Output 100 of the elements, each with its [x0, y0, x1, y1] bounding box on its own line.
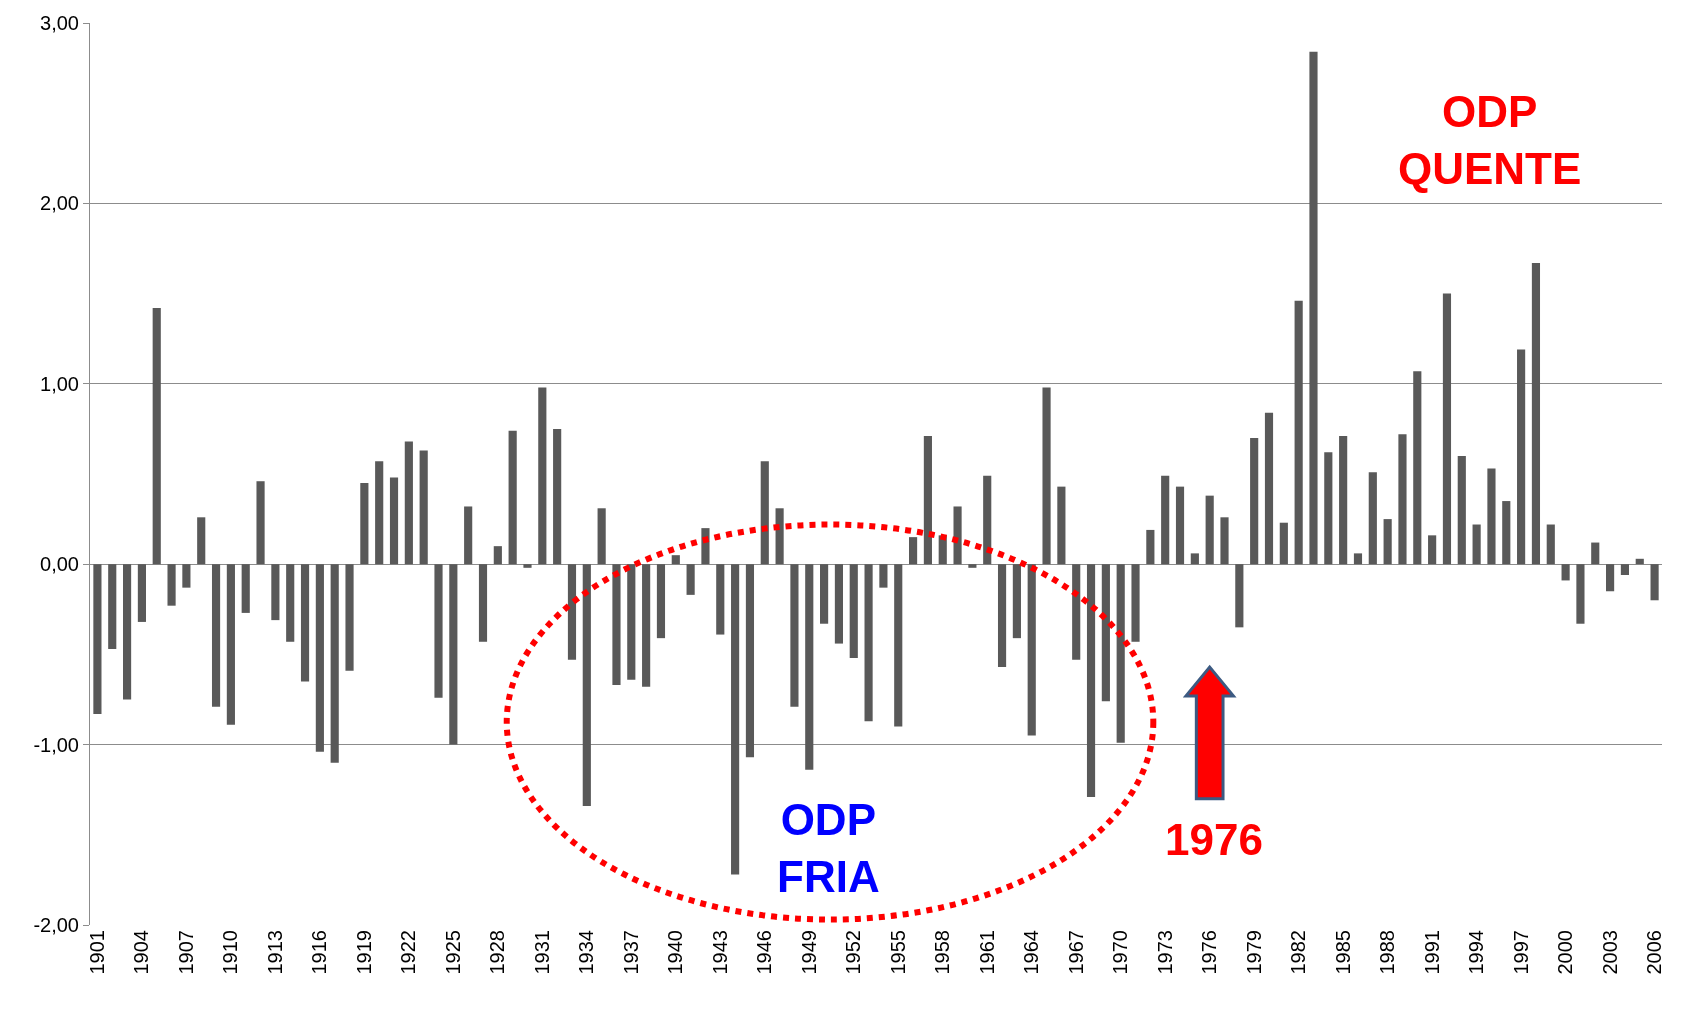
x-tick-label: 1958 — [931, 930, 954, 975]
bar — [834, 564, 843, 644]
bar — [1561, 564, 1570, 581]
x-tick-label: 1907 — [174, 930, 197, 975]
x-tick-label: 1961 — [975, 930, 998, 975]
bar — [894, 564, 903, 727]
x-tick-label: 1931 — [530, 930, 553, 975]
bar — [1116, 564, 1125, 743]
annotation: ODP QUENTE — [1398, 87, 1582, 194]
bar — [1235, 564, 1244, 628]
x-tick-label: 1949 — [797, 930, 820, 975]
x-tick-label: 1997 — [1509, 930, 1532, 975]
bar — [1086, 564, 1096, 797]
y-tick-label: -2,00 — [33, 914, 79, 936]
bar — [1264, 412, 1274, 565]
bar — [567, 564, 577, 660]
bar — [419, 450, 428, 565]
bar — [434, 564, 443, 698]
x-tick-label: 2006 — [1643, 930, 1666, 975]
annotation: ODP FRIA — [777, 795, 880, 902]
bar — [642, 564, 651, 687]
bar — [1131, 564, 1140, 642]
bar — [1012, 564, 1021, 639]
bar — [93, 564, 102, 714]
bar — [123, 564, 132, 700]
bar — [923, 436, 932, 565]
bar — [582, 564, 591, 806]
bar — [983, 475, 992, 565]
bar — [375, 461, 384, 565]
bar — [167, 564, 176, 606]
bar — [1502, 501, 1511, 565]
x-tick-label: 1943 — [708, 930, 731, 975]
bar — [1175, 486, 1185, 565]
bar — [1250, 437, 1259, 565]
bar — [241, 564, 250, 613]
bar — [1635, 558, 1644, 565]
bar — [1546, 524, 1555, 565]
bar — [997, 564, 1007, 668]
bar — [820, 564, 829, 624]
x-tick-label: 1937 — [619, 930, 642, 975]
x-tick-label: 1979 — [1242, 930, 1265, 975]
x-tick-label: 1994 — [1465, 930, 1488, 975]
x-tick-label: 1910 — [219, 930, 242, 975]
bar — [1606, 564, 1615, 592]
bar — [1161, 475, 1170, 565]
bar — [404, 441, 413, 565]
bar — [671, 555, 680, 565]
x-tick-label: 2003 — [1598, 930, 1621, 975]
x-tick-label: 2000 — [1554, 930, 1577, 975]
bar — [745, 564, 755, 758]
bar — [1027, 564, 1036, 736]
bar — [1294, 300, 1303, 565]
x-tick-label: 1928 — [486, 930, 509, 975]
bar — [538, 387, 547, 565]
bar — [1324, 452, 1333, 565]
bar — [1383, 519, 1392, 565]
bar — [775, 508, 784, 565]
y-tick-label: 3,00 — [40, 12, 79, 34]
bar — [1339, 436, 1348, 565]
x-tick-label: 1922 — [397, 930, 420, 975]
x-tick-label: 1973 — [1153, 930, 1176, 975]
bar — [108, 564, 117, 649]
bar — [478, 564, 488, 642]
bar — [1220, 517, 1229, 565]
x-tick-label: 1955 — [886, 930, 909, 975]
bar — [449, 564, 458, 745]
bar — [760, 461, 769, 565]
bar — [330, 564, 339, 763]
y-tick-label: -1,00 — [33, 733, 79, 756]
bar — [182, 564, 191, 588]
bar — [968, 564, 977, 568]
bar — [523, 564, 532, 568]
x-tick-label: 1904 — [130, 930, 153, 975]
bar — [271, 564, 280, 621]
bar — [197, 517, 206, 565]
bar — [1368, 472, 1377, 565]
x-tick-label: 1934 — [575, 930, 598, 975]
x-tick-label: 1982 — [1287, 930, 1310, 975]
bar — [1620, 564, 1629, 576]
bar — [612, 564, 621, 686]
bar — [1442, 293, 1452, 565]
bar — [553, 428, 562, 565]
bar — [464, 506, 473, 565]
bar — [1057, 486, 1066, 565]
x-tick-label: 1925 — [441, 930, 464, 975]
x-tick-label: 1946 — [753, 930, 776, 975]
bar — [345, 564, 354, 671]
bar — [1413, 371, 1422, 565]
x-tick-label: 1913 — [263, 930, 286, 975]
bar — [1279, 522, 1288, 565]
x-tick-label: 1964 — [1020, 930, 1043, 975]
x-tick-label: 1970 — [1109, 930, 1132, 975]
bar — [597, 508, 606, 565]
bar — [656, 564, 666, 639]
x-tick-label: 1991 — [1420, 930, 1443, 975]
bar — [1309, 51, 1318, 565]
bar — [805, 564, 814, 770]
bar — [1531, 262, 1541, 565]
y-tick-label: 2,00 — [40, 192, 79, 215]
bar — [389, 477, 399, 565]
